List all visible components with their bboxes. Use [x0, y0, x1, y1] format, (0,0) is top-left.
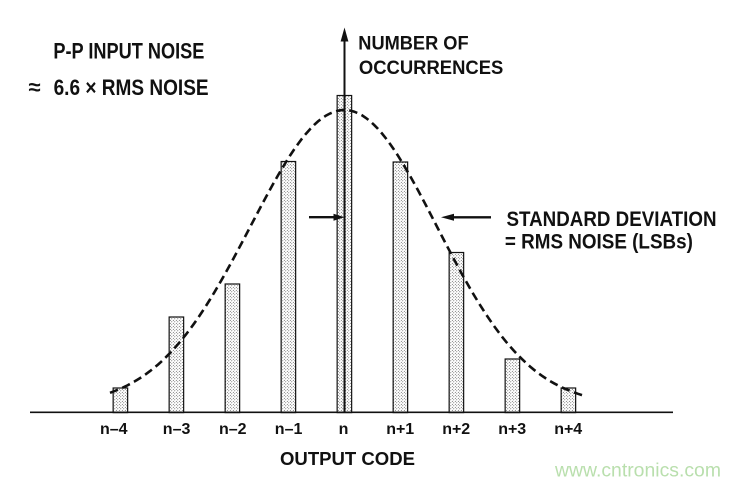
svg-text:n–2: n–2: [219, 421, 247, 438]
svg-text:n+2: n+2: [442, 421, 470, 438]
svg-text:OCCURRENCES: OCCURRENCES: [359, 58, 503, 79]
svg-text:n+3: n+3: [498, 421, 526, 438]
svg-text:≈: ≈: [29, 75, 41, 100]
svg-text:n–3: n–3: [163, 421, 191, 438]
svg-text:n–1: n–1: [275, 421, 303, 438]
svg-text:STANDARD DEVIATION: STANDARD DEVIATION: [507, 208, 717, 231]
svg-text:P-P INPUT NOISE: P-P INPUT NOISE: [53, 39, 204, 64]
svg-text:n: n: [339, 421, 349, 438]
svg-text:OUTPUT CODE: OUTPUT CODE: [280, 449, 415, 469]
svg-text:n+4: n+4: [554, 421, 582, 438]
svg-text:n–4: n–4: [100, 421, 128, 438]
svg-text:www.cntronics.com: www.cntronics.com: [554, 460, 721, 482]
svg-text:= RMS NOISE (LSBs): = RMS NOISE (LSBs): [505, 231, 693, 254]
svg-text:n+1: n+1: [386, 421, 414, 438]
svg-text:NUMBER OF: NUMBER OF: [358, 34, 468, 55]
svg-text:6.6 × RMS NOISE: 6.6 × RMS NOISE: [54, 75, 209, 100]
